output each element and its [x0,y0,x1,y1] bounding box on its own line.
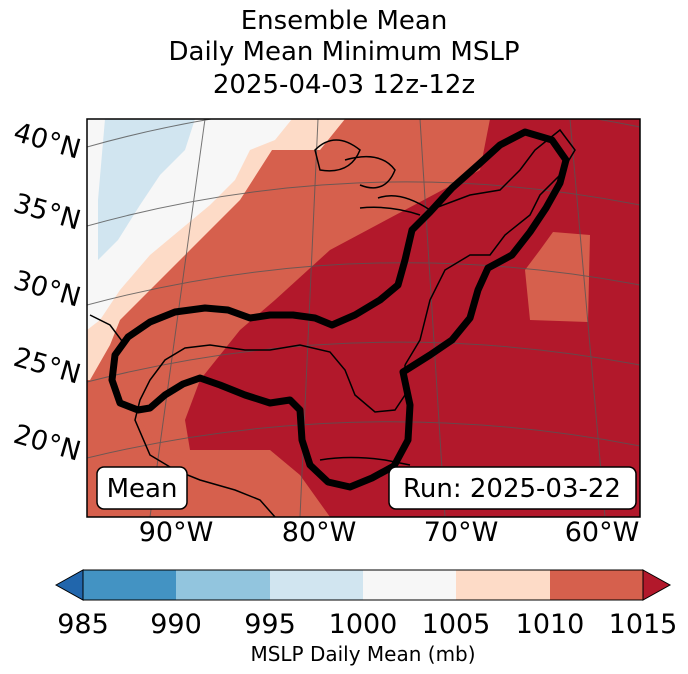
title-line-3: 2025-04-03 12z-12z [212,70,476,100]
colorbar-frame [82,569,644,601]
run-label-box [388,466,637,510]
mean-contour [108,128,570,491]
colorbar-tick-1000: 1000 [329,609,398,640]
field-1010-atlantic [525,232,590,322]
run-label: Run: 2025-03-22 [403,474,621,504]
colorbar-tick-995: 995 [244,609,296,640]
colorbar-label: MSLP Daily Mean (mb) [250,642,475,666]
colorbar-bin-1005-1010 [456,570,550,600]
colorbar [54,569,672,601]
colorbar-tick-1005: 1005 [422,609,491,640]
title-line-1: Ensemble Mean [240,6,448,36]
lat-label-20: 20°N [10,419,84,468]
colorbar-extend-high [642,569,672,601]
lat-label-30: 30°N [10,265,84,314]
colorbar-tick-985: 985 [57,609,109,640]
lon-label-60w: 60°W [565,517,640,548]
colorbar-bin-985-990 [83,570,176,600]
title-line-2: Daily Mean Minimum MSLP [168,37,520,67]
colorbar-tick-1010: 1010 [516,609,585,640]
map-area [87,119,640,517]
lon-label-80w: 80°W [282,517,357,548]
lat-label-35: 35°N [10,188,84,237]
lat-label-25: 25°N [10,342,84,391]
colorbar-bin-1010-1015 [550,570,643,600]
colorbar-tick-1015: 1015 [609,609,678,640]
lon-label-70w: 70°W [424,517,499,548]
colorbar-bin-990-995 [176,570,270,600]
mean-label-box [96,466,188,510]
colorbar-tick-990: 990 [150,609,202,640]
colorbar-bin-1000-1005 [363,570,456,600]
colorbar-extend-low [54,569,84,601]
lat-label-40: 40°N [10,117,84,166]
lon-label-90w: 90°W [139,517,214,548]
colorbar-bin-995-1000 [270,570,363,600]
mean-label: Mean [107,474,178,504]
field-995 [98,119,195,260]
map-frame [86,118,641,518]
